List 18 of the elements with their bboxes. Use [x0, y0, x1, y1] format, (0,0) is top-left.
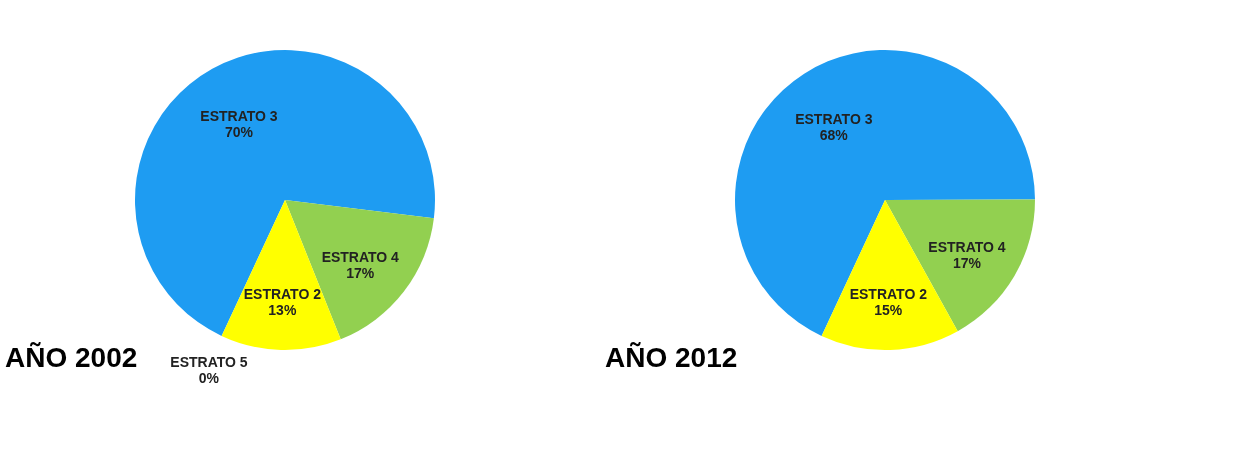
slice-label: ESTRATO 3 — [200, 107, 278, 124]
data-label: 13% — [268, 301, 297, 318]
pie-slice — [735, 50, 1035, 336]
data-label: 15% — [874, 301, 903, 318]
slice-label: ESTRATO 2 — [849, 285, 928, 302]
slice-label: ESTRATO 4 — [928, 239, 1006, 256]
slice-label: ESTRATO 2 — [243, 285, 322, 302]
category-label: ESTRATO 5 — [170, 354, 248, 371]
data-label: 68% — [819, 126, 849, 143]
data-label: 70% — [224, 123, 254, 140]
data-label: 17% — [346, 264, 375, 281]
slice-label: ESTRATO 4 — [321, 248, 400, 265]
text: AÑO 2012 — [605, 342, 738, 373]
slice-label: ESTRATO 3 — [795, 110, 873, 127]
text: AÑO 2002 — [5, 342, 138, 373]
data-label: 17% — [952, 255, 982, 272]
text: 0% — [198, 370, 220, 387]
pie-slice — [135, 50, 435, 336]
